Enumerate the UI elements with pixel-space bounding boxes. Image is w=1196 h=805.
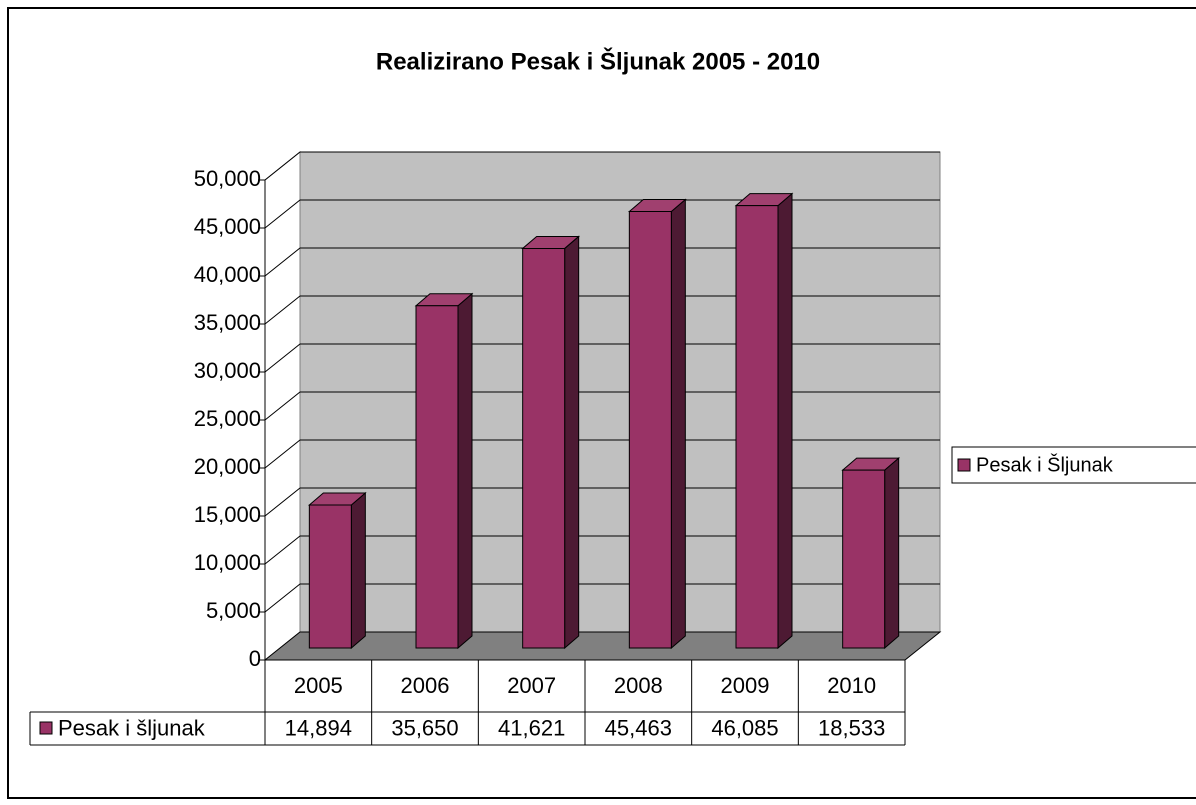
bar-front (842, 469, 886, 649)
chart-title: Realizirano Pesak i Šljunak 2005 - 2010 (376, 47, 820, 75)
bar-side (777, 192, 793, 650)
grid-line (264, 391, 940, 421)
bar-front (735, 205, 779, 649)
y-tick-label: 10,000 (194, 550, 261, 575)
table-value: 41,621 (498, 715, 565, 740)
grid-line (264, 439, 940, 469)
y-tick-label: 50,000 (194, 166, 261, 191)
table-row-label: Pesak i šljunak (58, 715, 206, 740)
y-tick-label: 40,000 (194, 262, 261, 287)
y-tick-label: 0 (249, 646, 261, 671)
table-value: 18,533 (818, 715, 885, 740)
bar-front (628, 211, 672, 649)
bar (734, 192, 794, 650)
grid-line (264, 535, 940, 565)
x-tick-label: 2006 (401, 673, 450, 698)
bar (627, 198, 687, 650)
x-tick-label: 2007 (507, 673, 556, 698)
legend-label: Pesak i Šljunak (976, 453, 1114, 476)
legend-key (957, 458, 971, 472)
grid-line (264, 487, 940, 517)
y-tick-label: 5,000 (206, 598, 261, 623)
floor (263, 631, 942, 661)
bar-side (350, 491, 366, 650)
bar-front (308, 504, 352, 649)
grid-line (264, 151, 940, 181)
table-value: 14,894 (285, 715, 352, 740)
x-tick-label: 2010 (827, 673, 876, 698)
grid-line (264, 583, 940, 613)
bar-front (415, 305, 459, 649)
y-tick-label: 20,000 (194, 454, 261, 479)
y-tick-label: 25,000 (194, 406, 261, 431)
grid-line (264, 247, 940, 277)
bar (414, 292, 474, 650)
bar (521, 235, 581, 650)
bar (307, 491, 367, 650)
legend-box (951, 446, 1196, 484)
y-tick-label: 15,000 (194, 502, 261, 527)
x-tick-label: 2005 (294, 673, 343, 698)
table-value: 35,650 (391, 715, 458, 740)
legend-key (39, 721, 53, 735)
y-tick-label: 30,000 (194, 358, 261, 383)
bar-side (457, 292, 473, 650)
x-tick-label: 2009 (721, 673, 770, 698)
y-tick-label: 45,000 (194, 214, 261, 239)
table-value: 46,085 (711, 715, 778, 740)
y-tick-label: 35,000 (194, 310, 261, 335)
grid-line (264, 343, 940, 373)
table-value: 45,463 (605, 715, 672, 740)
x-tick-label: 2008 (614, 673, 663, 698)
bar-front (522, 247, 566, 649)
bar-side (564, 235, 580, 650)
grid-line (264, 295, 940, 325)
bar (841, 456, 901, 650)
bar-side (670, 198, 686, 650)
bar-side (884, 456, 900, 650)
grid-line (264, 199, 940, 229)
